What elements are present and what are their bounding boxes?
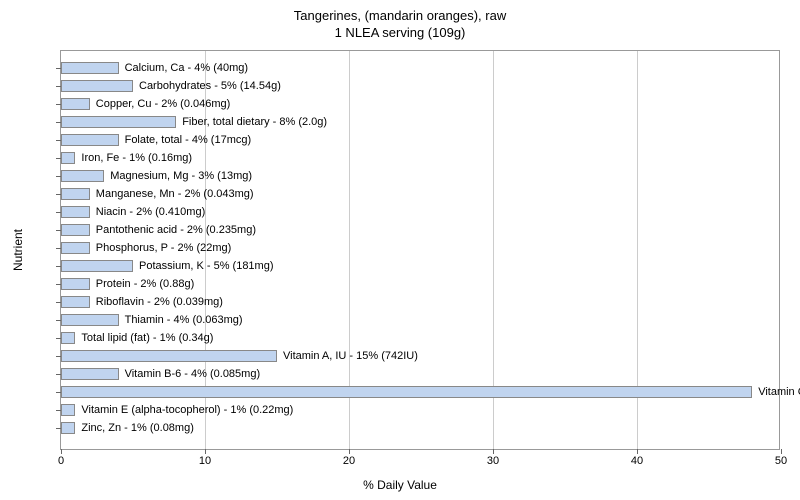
bar-row: Calcium, Ca - 4% (40mg) — [61, 61, 781, 75]
nutrient-bar — [61, 80, 133, 92]
nutrient-bar — [61, 116, 176, 128]
nutrient-label: Phosphorus, P - 2% (22mg) — [90, 241, 232, 255]
nutrient-label: Potassium, K - 5% (181mg) — [133, 259, 274, 273]
nutrient-label: Vitamin A, IU - 15% (742IU) — [277, 349, 418, 363]
bar-row: Iron, Fe - 1% (0.16mg) — [61, 151, 781, 165]
nutrient-label: Total lipid (fat) - 1% (0.34g) — [75, 331, 213, 345]
nutrient-bar — [61, 296, 90, 308]
nutrient-label: Niacin - 2% (0.410mg) — [90, 205, 205, 219]
x-tick-label: 0 — [58, 455, 64, 467]
nutrient-bar — [61, 332, 75, 344]
nutrient-bar — [61, 422, 75, 434]
nutrient-chart: Tangerines, (mandarin oranges), raw 1 NL… — [0, 0, 800, 500]
x-tick-label: 30 — [487, 455, 499, 467]
bar-row: Total lipid (fat) - 1% (0.34g) — [61, 331, 781, 345]
bar-row: Riboflavin - 2% (0.039mg) — [61, 295, 781, 309]
nutrient-label: Calcium, Ca - 4% (40mg) — [119, 61, 248, 75]
bar-row: Folate, total - 4% (17mcg) — [61, 133, 781, 147]
nutrient-bar — [61, 350, 277, 362]
bar-row: Thiamin - 4% (0.063mg) — [61, 313, 781, 327]
title-line-1: Tangerines, (mandarin oranges), raw — [294, 8, 506, 23]
title-line-2: 1 NLEA serving (109g) — [335, 25, 466, 40]
nutrient-bar — [61, 152, 75, 164]
x-axis-label: % Daily Value — [0, 478, 800, 492]
nutrient-bar — [61, 314, 119, 326]
x-tick-mark — [61, 449, 62, 454]
nutrient-label: Zinc, Zn - 1% (0.08mg) — [75, 421, 193, 435]
bar-row: Protein - 2% (0.88g) — [61, 277, 781, 291]
bar-row: Vitamin E (alpha-tocopherol) - 1% (0.22m… — [61, 403, 781, 417]
x-tick-mark — [349, 449, 350, 454]
x-tick-label: 10 — [199, 455, 211, 467]
nutrient-label: Vitamin C, total ascorbic acid - 48% (29… — [752, 385, 800, 399]
nutrient-label: Manganese, Mn - 2% (0.043mg) — [90, 187, 254, 201]
nutrient-label: Pantothenic acid - 2% (0.235mg) — [90, 223, 256, 237]
nutrient-bar — [61, 278, 90, 290]
x-tick-mark — [637, 449, 638, 454]
nutrient-label: Carbohydrates - 5% (14.54g) — [133, 79, 281, 93]
nutrient-bar — [61, 98, 90, 110]
nutrient-bar — [61, 260, 133, 272]
nutrient-label: Protein - 2% (0.88g) — [90, 277, 194, 291]
nutrient-bar — [61, 368, 119, 380]
nutrient-label: Riboflavin - 2% (0.039mg) — [90, 295, 223, 309]
bar-row: Copper, Cu - 2% (0.046mg) — [61, 97, 781, 111]
nutrient-bar — [61, 170, 104, 182]
nutrient-bar — [61, 206, 90, 218]
bar-row: Vitamin C, total ascorbic acid - 48% (29… — [61, 385, 781, 399]
nutrient-bar — [61, 62, 119, 74]
nutrient-label: Magnesium, Mg - 3% (13mg) — [104, 169, 252, 183]
nutrient-label: Vitamin B-6 - 4% (0.085mg) — [119, 367, 261, 381]
bar-row: Phosphorus, P - 2% (22mg) — [61, 241, 781, 255]
nutrient-label: Fiber, total dietary - 8% (2.0g) — [176, 115, 327, 129]
bar-row: Pantothenic acid - 2% (0.235mg) — [61, 223, 781, 237]
x-tick-label: 50 — [775, 455, 787, 467]
bar-row: Vitamin B-6 - 4% (0.085mg) — [61, 367, 781, 381]
bar-row: Zinc, Zn - 1% (0.08mg) — [61, 421, 781, 435]
bar-row: Manganese, Mn - 2% (0.043mg) — [61, 187, 781, 201]
x-tick-mark — [781, 449, 782, 454]
nutrient-bar — [61, 188, 90, 200]
nutrient-label: Copper, Cu - 2% (0.046mg) — [90, 97, 231, 111]
x-tick-mark — [205, 449, 206, 454]
bar-row: Niacin - 2% (0.410mg) — [61, 205, 781, 219]
bar-row: Vitamin A, IU - 15% (742IU) — [61, 349, 781, 363]
nutrient-bar — [61, 242, 90, 254]
nutrient-label: Vitamin E (alpha-tocopherol) - 1% (0.22m… — [75, 403, 293, 417]
chart-title: Tangerines, (mandarin oranges), raw 1 NL… — [0, 8, 800, 42]
x-tick-label: 20 — [343, 455, 355, 467]
nutrient-label: Thiamin - 4% (0.063mg) — [119, 313, 243, 327]
plot-area: 01020304050Calcium, Ca - 4% (40mg)Carboh… — [60, 50, 780, 450]
nutrient-bar — [61, 386, 752, 398]
nutrient-bar — [61, 224, 90, 236]
nutrient-bar — [61, 134, 119, 146]
nutrient-bar — [61, 404, 75, 416]
bar-row: Carbohydrates - 5% (14.54g) — [61, 79, 781, 93]
y-axis-label: Nutrient — [11, 229, 25, 271]
nutrient-label: Folate, total - 4% (17mcg) — [119, 133, 252, 147]
bar-row: Potassium, K - 5% (181mg) — [61, 259, 781, 273]
bar-row: Magnesium, Mg - 3% (13mg) — [61, 169, 781, 183]
x-tick-label: 40 — [631, 455, 643, 467]
nutrient-label: Iron, Fe - 1% (0.16mg) — [75, 151, 192, 165]
x-tick-mark — [493, 449, 494, 454]
bar-row: Fiber, total dietary - 8% (2.0g) — [61, 115, 781, 129]
